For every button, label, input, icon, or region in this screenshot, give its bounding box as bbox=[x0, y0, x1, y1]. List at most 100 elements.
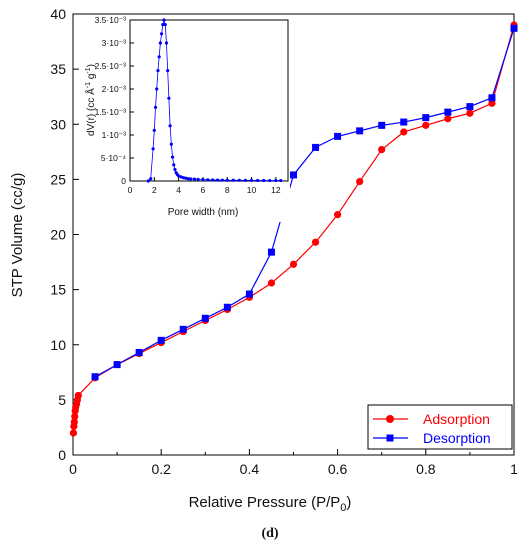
inset-y-axis-title: dV(r) (cc Å-1 g-1) bbox=[84, 64, 97, 136]
desorption-point bbox=[223, 303, 231, 311]
main-y-tick-label: 30 bbox=[50, 116, 66, 132]
inset-point bbox=[220, 178, 224, 182]
main-y-tick-label: 20 bbox=[50, 227, 66, 243]
inset-point bbox=[146, 179, 150, 183]
inset-point bbox=[184, 176, 188, 180]
inset-point bbox=[161, 23, 165, 27]
inset-point bbox=[160, 32, 164, 36]
inset-x-tick-label: 10 bbox=[247, 185, 257, 195]
inset-point bbox=[167, 96, 171, 100]
legend-desorption-label: Desorption bbox=[423, 430, 491, 446]
main-y-axis-title: STP Volume (cc/g) bbox=[9, 173, 26, 298]
main-series-group bbox=[69, 21, 518, 437]
desorption-point bbox=[113, 361, 121, 369]
adsorption-point bbox=[488, 99, 496, 107]
inset-y-tick-label: 2.5·10⁻³ bbox=[95, 61, 127, 71]
inset-point bbox=[162, 18, 166, 22]
inset-axis-ticks: 0 2 4 6 8 10 12 0 5·10⁻⁴ 1·10⁻³ 1.5·10⁻³ 2·10⁻³ 2.5·… bbox=[95, 15, 281, 195]
desorption-point bbox=[356, 127, 364, 135]
adsorption-point bbox=[69, 429, 78, 437]
inset-point bbox=[170, 155, 175, 159]
inset-x-tick-label: 6 bbox=[201, 185, 206, 195]
desorption-point bbox=[267, 248, 275, 256]
inset-series-group bbox=[146, 18, 283, 183]
inset-x-axis-title: Pore width (nm) bbox=[168, 207, 239, 218]
main-x-tick-label: 1 bbox=[510, 461, 518, 477]
inset-point bbox=[231, 178, 235, 182]
inset-y-tick-label: 3·10⁻³ bbox=[102, 38, 126, 48]
inset-point bbox=[237, 178, 241, 182]
main-y-tick-label: 40 bbox=[50, 6, 66, 22]
inset-x-tick-label: 2 bbox=[152, 185, 157, 195]
inset-point bbox=[186, 177, 190, 181]
adsorption-point bbox=[311, 238, 320, 246]
inset-point bbox=[152, 128, 156, 132]
inset-y-tick-label: 0 bbox=[121, 176, 126, 186]
main-x-tick-label: 0.4 bbox=[240, 461, 260, 477]
inset-point bbox=[279, 178, 283, 183]
inset-point bbox=[151, 147, 155, 151]
main-y-tick-label: 5 bbox=[58, 392, 66, 408]
inset-point bbox=[173, 167, 177, 172]
inset-point bbox=[262, 178, 266, 183]
main-x-axis-title: Relative Pressure (P/P0) bbox=[189, 494, 352, 514]
inset-point bbox=[179, 175, 183, 179]
legend-desorption-marker bbox=[386, 434, 394, 442]
desorption-point bbox=[466, 103, 474, 111]
panel-label: (d) bbox=[261, 526, 278, 541]
inset-point bbox=[249, 178, 254, 183]
inset-point bbox=[155, 87, 159, 91]
desorption-point bbox=[245, 290, 253, 298]
desorption-point bbox=[422, 114, 430, 122]
desorption-point bbox=[135, 348, 143, 356]
inset-point bbox=[201, 178, 205, 182]
adsorption-point bbox=[378, 146, 386, 154]
adsorption-point bbox=[356, 177, 364, 186]
adsorption-point bbox=[267, 279, 276, 287]
inset-point bbox=[172, 163, 176, 167]
inset-x-tick-label: 4 bbox=[176, 185, 181, 195]
inset-y-tick-label: 3.5·10⁻³ bbox=[95, 15, 127, 25]
adsorption-point bbox=[334, 211, 342, 219]
inset-pore-size-chart: 0 2 4 6 8 10 12 0 5·10⁻⁴ 1·10⁻³ 1.5·10⁻³ 2·10⁻³ 2.5·… bbox=[84, 15, 290, 222]
desorption-point bbox=[290, 171, 297, 179]
inset-point bbox=[268, 178, 272, 183]
inset-point bbox=[243, 178, 248, 182]
inset-plot-frame bbox=[129, 19, 289, 182]
main-y-tick-label: 35 bbox=[50, 61, 66, 77]
main-y-tick-label: 25 bbox=[50, 171, 66, 187]
main-y-tick-label: 10 bbox=[50, 337, 66, 353]
inset-y-tick-label: 5·10⁻⁴ bbox=[101, 153, 126, 163]
inset-point bbox=[274, 178, 278, 183]
inset-point bbox=[158, 41, 162, 45]
desorption-point bbox=[334, 132, 342, 140]
main-y-tick-label: 0 bbox=[58, 447, 66, 463]
inset-x-tick-label: 0 bbox=[128, 185, 133, 195]
desorption-point bbox=[510, 24, 518, 32]
desorption-point bbox=[312, 143, 320, 151]
desorption-point bbox=[444, 108, 452, 116]
inset-point bbox=[225, 178, 229, 182]
inset-x-tick-label: 8 bbox=[225, 185, 230, 195]
series-desorption-line bbox=[94, 28, 515, 378]
inset-background bbox=[87, 18, 290, 222]
inset-x-tick-label: 12 bbox=[271, 185, 281, 195]
desorption-point bbox=[400, 118, 408, 126]
adsorption-point bbox=[71, 412, 79, 421]
adsorption-point bbox=[466, 109, 474, 117]
legend: Adsorption Desorption bbox=[367, 404, 513, 450]
desorption-point bbox=[91, 373, 99, 381]
main-x-tick-label: 0 bbox=[69, 461, 77, 477]
inset-point bbox=[169, 142, 173, 146]
adsorption-point bbox=[400, 128, 408, 136]
inset-point bbox=[206, 178, 210, 182]
inset-point bbox=[153, 105, 158, 109]
inset-point bbox=[181, 176, 186, 180]
main-x-tick-label: 0.6 bbox=[328, 461, 348, 477]
adsorption-point bbox=[74, 391, 82, 400]
desorption-point bbox=[179, 325, 187, 333]
inset-point bbox=[163, 23, 167, 27]
inset-point bbox=[256, 178, 260, 183]
